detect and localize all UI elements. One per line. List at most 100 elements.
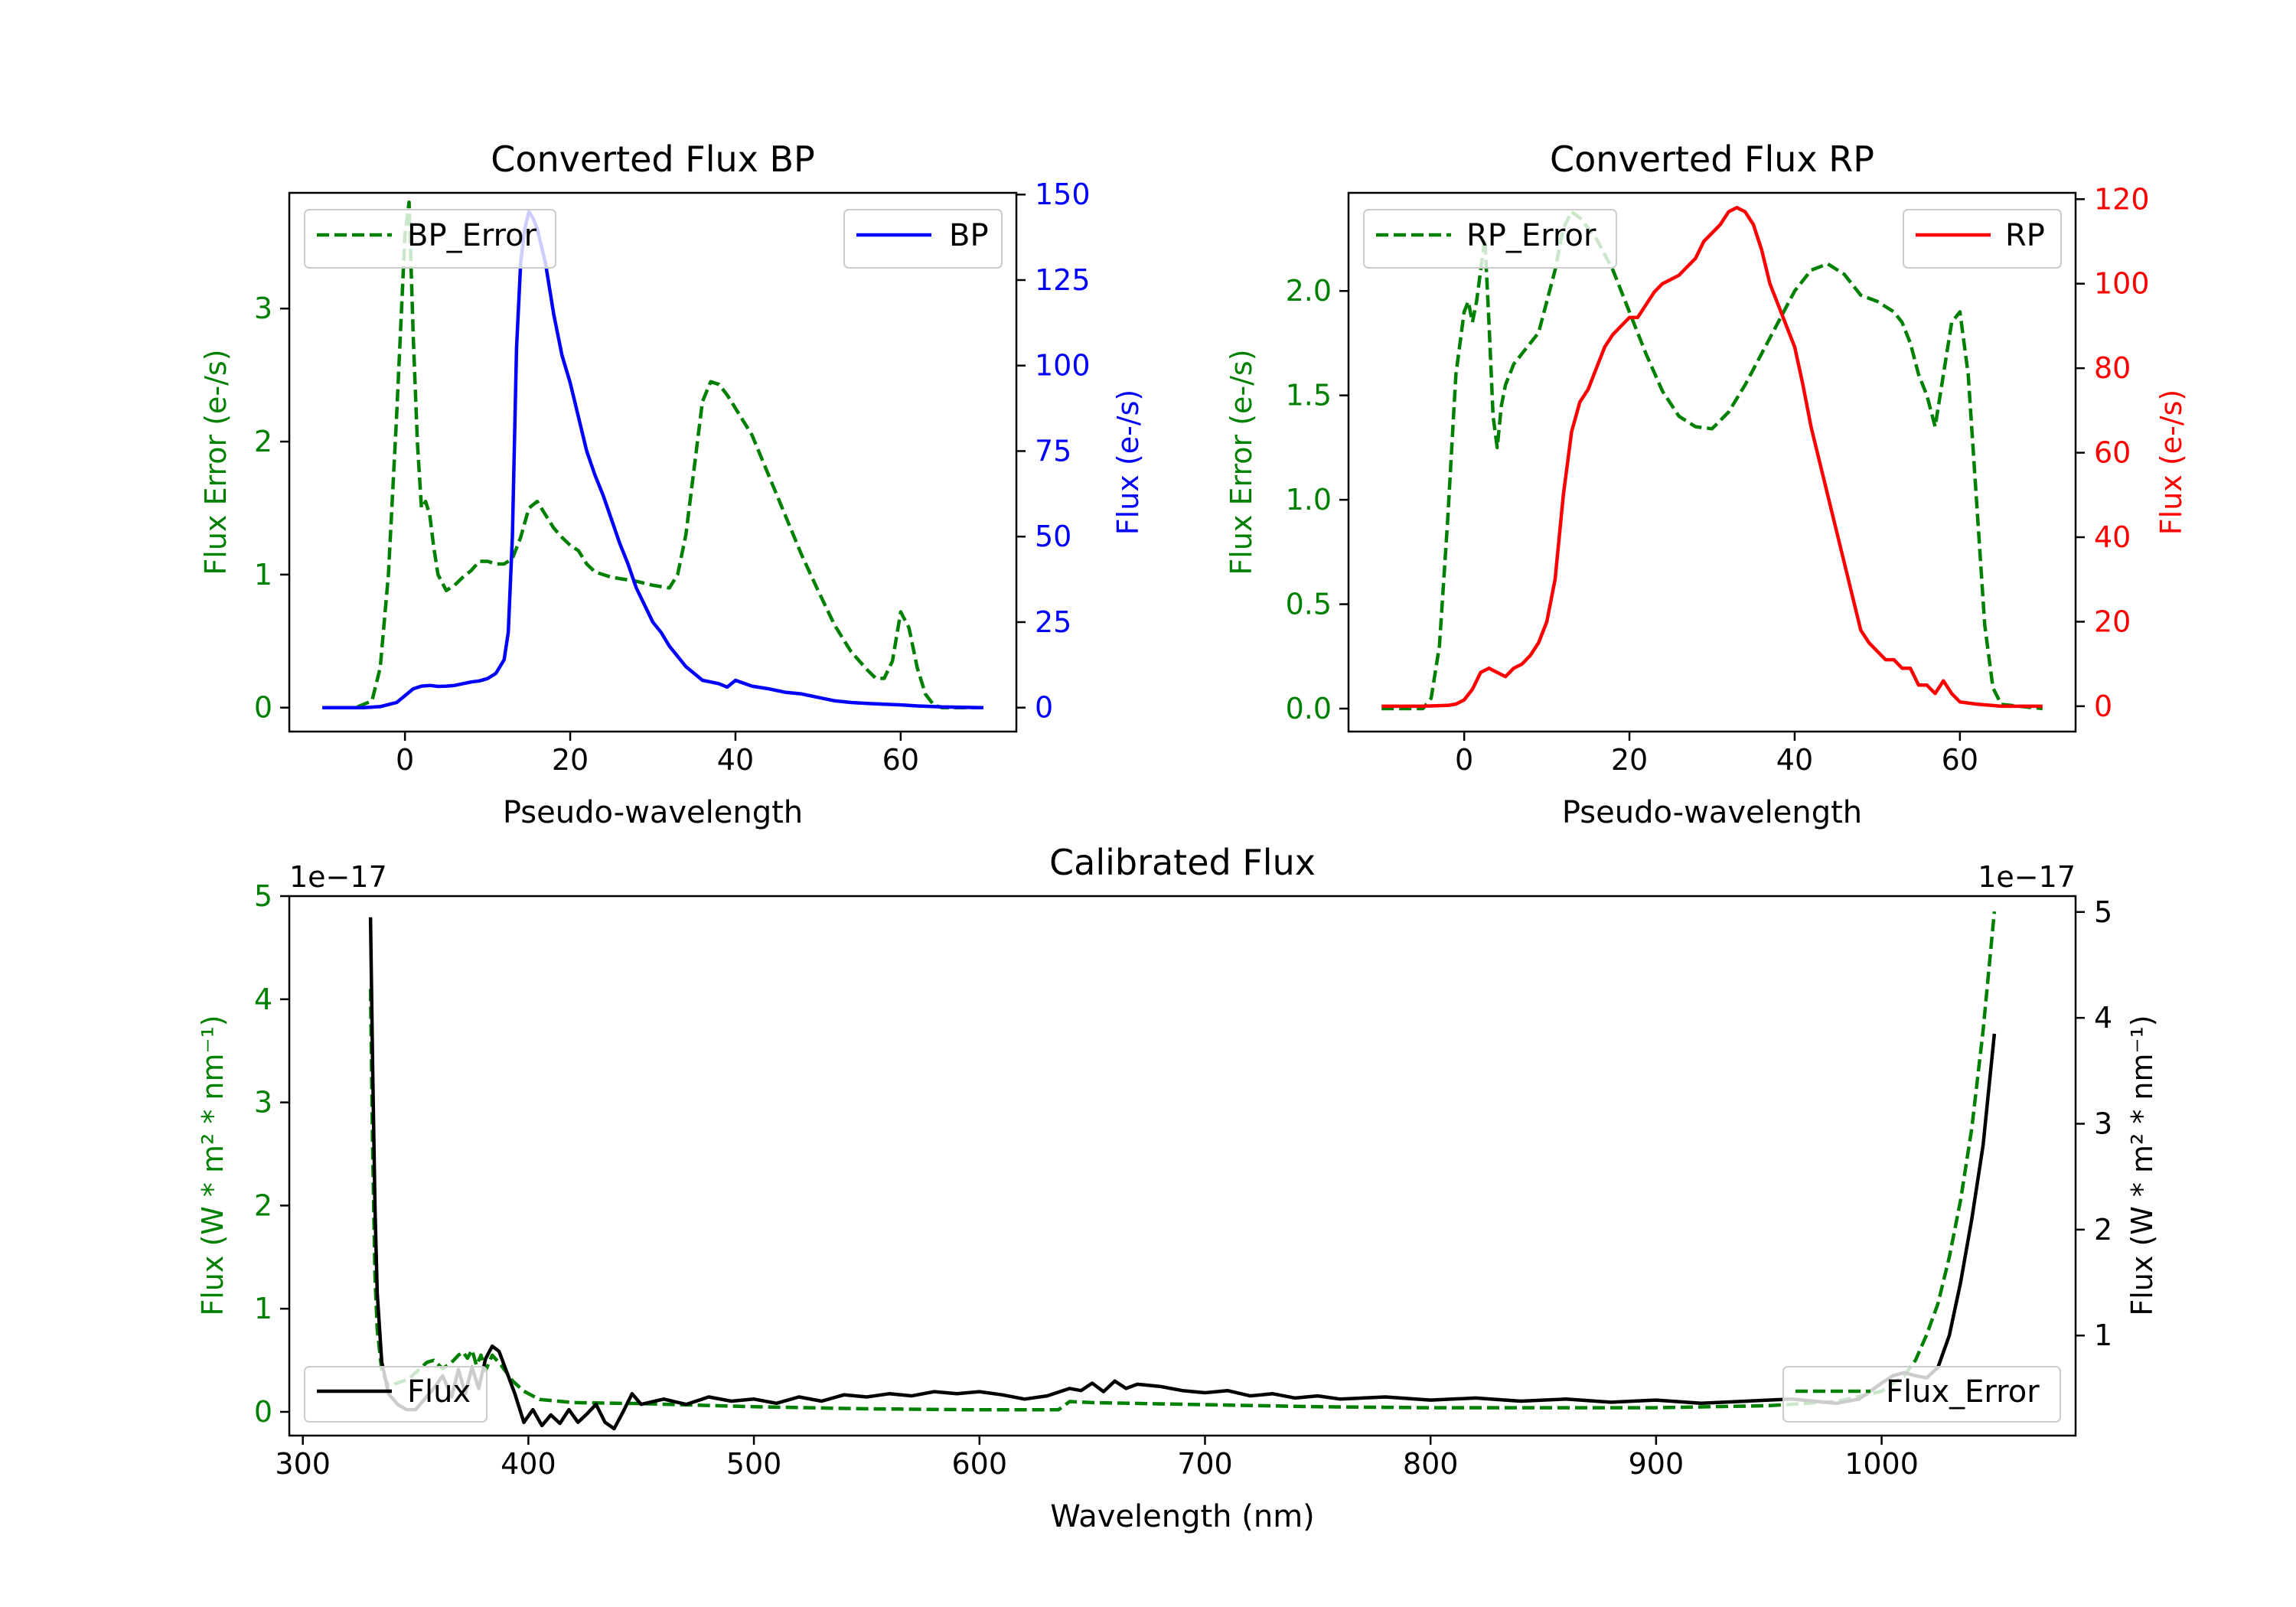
rp-flux-series (1381, 206, 2043, 709)
bp-left-y-tick-label: 2 (254, 425, 272, 458)
cal-left-y-tick-label: 3 (254, 1086, 272, 1120)
bp-x-tick-label: 0 (396, 743, 414, 777)
bp-right-y-ticks: 0 25 50 75 100 125 150 (1016, 178, 1091, 725)
rp-right-y-tick-label: 0 (2094, 689, 2112, 723)
rp-plot-area (1381, 206, 2043, 711)
bp-left-y-tick-label: 3 (254, 292, 272, 325)
calibrated-right-y-label: Flux (W * m² * nm⁻¹) (2125, 1015, 2159, 1315)
rp-x-tick-label: 0 (1455, 743, 1473, 777)
rp-legend-error: RP_Error (1363, 209, 1617, 269)
rp-x-tick-label: 60 (1942, 743, 1978, 777)
bp-axes-frame (288, 191, 1018, 733)
bp-left-y-tick-label: 0 (254, 691, 272, 725)
calibrated-panel: Calibrated Flux 1e−17 1e−17 300 400 500 600… (196, 842, 2159, 1534)
rp-right-y-tick-label: 100 (2094, 267, 2150, 301)
calibrated-legend-flux-label: Flux (407, 1374, 471, 1410)
bp-right-y-tick-label: 50 (1035, 520, 1071, 553)
bp-left-y-ticks: 0 1 2 3 (254, 292, 289, 725)
cal-left-y-tick-label: 1 (254, 1292, 272, 1325)
cal-right-y-tick-label: 2 (2094, 1213, 2112, 1247)
rp-right-y-ticks: 0 20 40 60 80 100 120 (2076, 182, 2150, 723)
bp-error-series (322, 200, 983, 709)
bp-panel: Converted Flux BP 0 20 40 60 0 1 2 3 0 25 50 75 10… (199, 139, 1145, 830)
rp-legend-error-label: RP_Error (1466, 218, 1596, 253)
rp-series-line-rp (1381, 206, 2043, 709)
bp-legend-flux-label: BP (949, 218, 989, 253)
calibrated-legend-error: Flux_Error (1782, 1366, 2061, 1423)
bp-x-label: Pseudo-wavelength (503, 795, 803, 830)
calibrated-legend-error-label: Flux_Error (1886, 1374, 2040, 1410)
rp-right-y-tick-label: 40 (2094, 520, 2131, 554)
cal-right-y-tick-label: 3 (2094, 1107, 2112, 1140)
rp-panel: Converted Flux RP 0 20 40 60 0.0 0.5 1.0 1.5 2.… (1225, 139, 2188, 830)
rp-left-y-label: Flux Error (e-/s) (1225, 349, 1258, 575)
rp-x-label: Pseudo-wavelength (1562, 795, 1862, 830)
cal-x-tick-label: 800 (1403, 1447, 1459, 1481)
bp-right-y-tick-label: 25 (1035, 605, 1071, 639)
rp-right-y-tick-label: 120 (2094, 182, 2150, 216)
bp-right-y-label: Flux (e-/s) (1111, 390, 1145, 535)
rp-right-y-tick-label: 20 (2094, 605, 2131, 638)
cal-left-y-tick-label: 0 (254, 1395, 272, 1429)
rp-left-y-ticks: 0.0 0.5 1.0 1.5 2.0 (1286, 274, 1349, 725)
cal-x-tick-label: 600 (952, 1447, 1008, 1481)
rp-x-tick-label: 40 (1776, 743, 1813, 777)
rp-x-ticks: 0 20 40 60 (1455, 732, 1978, 777)
rp-left-y-tick-label: 0.5 (1286, 588, 1332, 621)
rp-left-y-tick-label: 1.5 (1286, 379, 1332, 412)
rp-title: Converted Flux RP (1550, 139, 1874, 180)
calibrated-right-y-ticks: 1 2 3 4 5 (2076, 895, 2112, 1352)
bp-legend-error: BP_Error (304, 209, 556, 269)
rp-series-line-rp-error (1381, 210, 2043, 711)
bp-x-ticks: 0 20 40 60 (396, 732, 919, 777)
rp-right-y-tick-label: 60 (2094, 436, 2131, 470)
cal-x-tick-label: 700 (1177, 1447, 1233, 1481)
bp-left-y-label: Flux Error (e-/s) (199, 349, 233, 575)
bp-x-tick-label: 20 (552, 743, 589, 777)
bp-series-line-bp-error (322, 200, 983, 709)
bp-title: Converted Flux BP (491, 139, 815, 180)
calibrated-left-y-label: Flux (W * m² * nm⁻¹) (196, 1015, 230, 1315)
bp-x-tick-label: 60 (882, 743, 919, 777)
rp-left-y-tick-label: 1.0 (1286, 483, 1332, 517)
cal-right-y-tick-label: 1 (2094, 1319, 2112, 1352)
rp-right-y-label: Flux (e-/s) (2154, 390, 2188, 535)
bp-plot-area (322, 200, 983, 709)
calibrated-title: Calibrated Flux (1049, 842, 1316, 883)
cal-left-y-tick-label: 4 (254, 983, 272, 1016)
cal-left-y-tick-label: 5 (254, 879, 272, 913)
bp-series-line-bp (322, 210, 983, 709)
rp-legend-flux-label: RP (2005, 218, 2045, 253)
cal-x-tick-label: 300 (275, 1447, 331, 1481)
bp-left-y-tick-label: 1 (254, 558, 272, 592)
bp-x-tick-label: 40 (717, 743, 754, 777)
calibrated-right-offset: 1e−17 (1978, 860, 2076, 894)
bp-right-y-tick-label: 75 (1035, 434, 1071, 468)
calibrated-x-ticks: 300 400 500 600 700 800 900 1000 (275, 1436, 1919, 1481)
bp-legend-error-label: BP_Error (407, 218, 537, 253)
cal-x-tick-label: 400 (501, 1447, 556, 1481)
calibrated-left-y-ticks: 0 1 2 3 4 5 (254, 879, 289, 1429)
cal-x-tick-label: 1000 (1844, 1447, 1919, 1481)
rp-legend-flux: RP (1903, 209, 2062, 269)
bp-right-y-tick-label: 150 (1035, 178, 1091, 211)
bp-right-y-tick-label: 125 (1035, 263, 1091, 297)
calibrated-left-offset: 1e−17 (289, 860, 387, 894)
cal-left-y-tick-label: 2 (254, 1188, 272, 1222)
bp-right-y-tick-label: 0 (1035, 691, 1053, 725)
cal-x-tick-label: 900 (1629, 1447, 1684, 1481)
bp-legend-flux: BP (843, 209, 1003, 269)
rp-left-y-tick-label: 0.0 (1286, 692, 1332, 725)
rp-x-tick-label: 20 (1611, 743, 1648, 777)
rp-axes-frame (1347, 191, 2077, 733)
calibrated-legend-flux: Flux (304, 1366, 488, 1423)
bp-right-y-tick-label: 100 (1035, 349, 1091, 383)
calibrated-x-label: Wavelength (nm) (1050, 1499, 1315, 1534)
rp-right-y-tick-label: 80 (2094, 351, 2131, 385)
cal-x-tick-label: 500 (726, 1447, 782, 1481)
rp-error-series (1381, 210, 2043, 711)
calibrated-axes-frame (288, 895, 2077, 1437)
cal-right-y-tick-label: 4 (2094, 1001, 2112, 1035)
cal-right-y-tick-label: 5 (2094, 895, 2112, 929)
